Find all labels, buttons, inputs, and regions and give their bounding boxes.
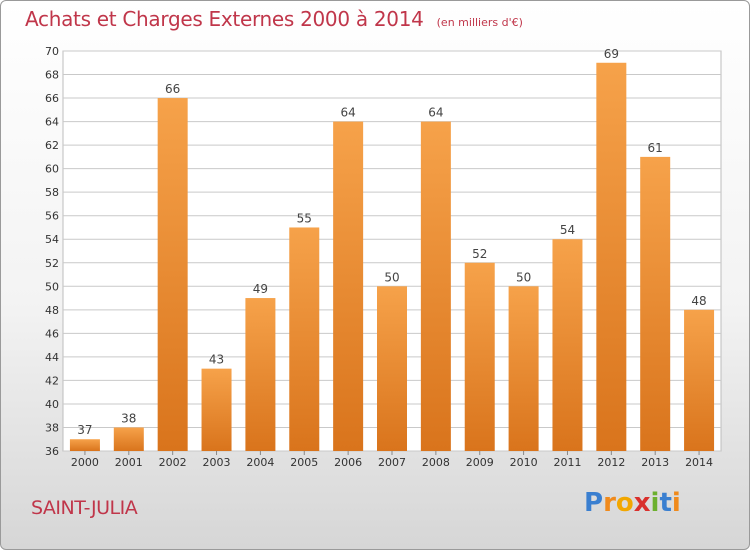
- data-label-2011: 54: [560, 223, 575, 237]
- y-tick-label: 64: [45, 116, 59, 129]
- x-tick-label-2006: 2006: [334, 456, 362, 469]
- x-tick-label-2007: 2007: [378, 456, 406, 469]
- logo-letter: t: [659, 488, 672, 518]
- y-axis-ticks: 36 38 40 42 44 46 48 50 52 54 56 58 60 62 64 66 68 70: [45, 45, 59, 458]
- x-tick-label-2010: 2010: [510, 456, 538, 469]
- y-tick-label: 60: [45, 163, 59, 176]
- data-label-2008: 64: [428, 106, 443, 120]
- y-tick-label: 52: [45, 257, 59, 270]
- bar-2014: [684, 309, 715, 451]
- bar-2008: [420, 121, 451, 452]
- bar-2001: [113, 427, 144, 451]
- y-tick-label: 70: [45, 45, 59, 58]
- data-label-2014: 48: [691, 294, 706, 308]
- bar-2003: [201, 368, 232, 451]
- y-tick-label: 38: [45, 421, 59, 434]
- y-tick-label: 50: [45, 280, 59, 293]
- bar-2012: [596, 62, 627, 451]
- bar-2013: [640, 156, 671, 451]
- bar-2010: [508, 286, 539, 451]
- bar-2006: [333, 121, 364, 452]
- x-tick-label-2001: 2001: [115, 456, 143, 469]
- data-label-2013: 61: [648, 141, 663, 155]
- bar-2000: [69, 439, 100, 451]
- logo-letter: P: [584, 488, 604, 518]
- x-tick-label-2004: 2004: [246, 456, 274, 469]
- logo-letter: x: [633, 488, 651, 518]
- chart-unit: (en milliers d'€): [436, 16, 523, 29]
- chart-title-block: Achats et Charges Externes 2000 à 2014 (…: [25, 7, 523, 31]
- data-label-2000: 37: [77, 423, 92, 437]
- data-label-2012: 69: [604, 47, 619, 61]
- data-labels: 37 38 66 43 49 55 64 50 64 52 50 54 69 61 48: [77, 47, 706, 437]
- data-label-2010: 50: [516, 270, 531, 284]
- logo-letter: i: [671, 488, 681, 518]
- y-tick-label: 42: [45, 374, 59, 387]
- y-tick-label: 68: [45, 69, 59, 82]
- bar-2009: [464, 262, 495, 451]
- x-axis-ticks: 2000 2001 2002 2003 2004 2005 2006 2007 2008 2009…: [71, 451, 713, 469]
- data-label-2002: 66: [165, 82, 180, 96]
- x-tick-label-2013: 2013: [641, 456, 669, 469]
- y-tick-label: 44: [45, 351, 59, 364]
- y-tick-label: 66: [45, 92, 59, 105]
- data-label-2009: 52: [472, 247, 487, 261]
- bar-2011: [552, 239, 583, 451]
- proxiti-logo: Proxiti: [584, 488, 681, 518]
- bar-2007: [377, 286, 407, 451]
- x-tick-label-2002: 2002: [159, 456, 187, 469]
- y-tick-label: 54: [45, 233, 59, 246]
- bar-2005: [289, 227, 320, 451]
- x-tick-label-2008: 2008: [422, 456, 450, 469]
- data-label-2006: 64: [340, 106, 355, 120]
- y-tick-label: 46: [45, 327, 59, 340]
- logo-letter: o: [615, 488, 634, 518]
- bars: [69, 62, 715, 452]
- x-tick-label-2012: 2012: [597, 456, 625, 469]
- x-tick-label-2009: 2009: [466, 456, 494, 469]
- y-tick-label: 58: [45, 186, 59, 199]
- data-label-2004: 49: [253, 282, 268, 296]
- y-tick-label: 48: [45, 304, 59, 317]
- x-tick-label-2014: 2014: [685, 456, 713, 469]
- bar-2004: [245, 298, 276, 451]
- x-tick-label-2000: 2000: [71, 456, 99, 469]
- y-tick-label: 62: [45, 139, 59, 152]
- data-label-2005: 55: [297, 211, 312, 225]
- data-label-2003: 43: [209, 353, 224, 367]
- data-label-2007: 50: [384, 270, 399, 284]
- x-tick-label-2011: 2011: [553, 456, 581, 469]
- y-tick-label: 36: [45, 445, 59, 458]
- y-tick-label: 56: [45, 210, 59, 223]
- logo-letter: r: [603, 488, 616, 518]
- bar-2002: [157, 98, 188, 451]
- logo-letter: i: [650, 488, 660, 518]
- x-tick-label-2003: 2003: [203, 456, 231, 469]
- x-tick-label-2005: 2005: [290, 456, 318, 469]
- chart-title: Achats et Charges Externes 2000 à 2014: [25, 7, 424, 31]
- commune-name: SAINT-JULIA: [31, 497, 138, 519]
- data-label-2001: 38: [121, 411, 136, 425]
- y-tick-label: 40: [45, 398, 59, 411]
